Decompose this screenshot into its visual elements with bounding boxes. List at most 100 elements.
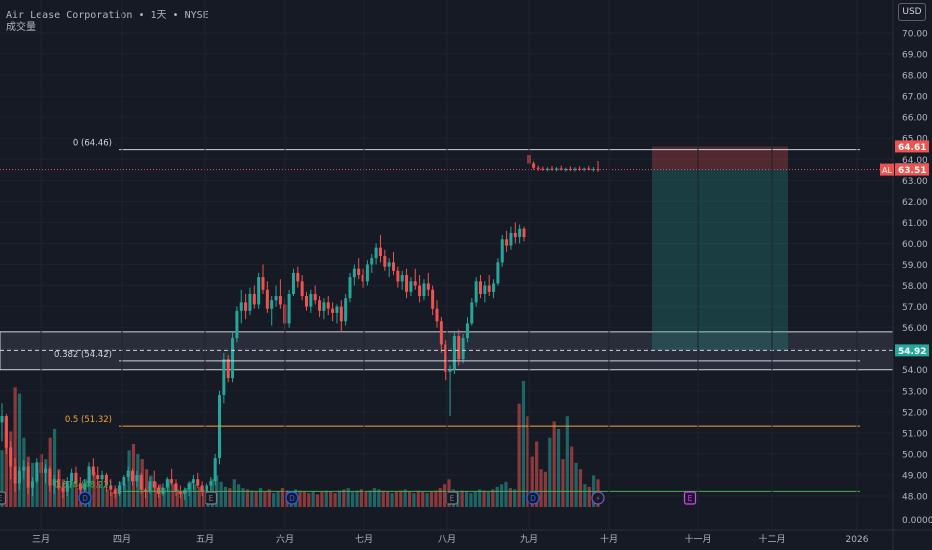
candle-body [518, 228, 522, 238]
candle-body [492, 283, 496, 292]
candle-body [370, 258, 374, 265]
event-marker-label: D [289, 494, 295, 503]
candle-body [30, 481, 34, 488]
candle-body [122, 477, 126, 486]
candle-body [235, 310, 239, 339]
volume-bar [425, 493, 429, 507]
volume-bar [548, 437, 552, 507]
candle-body [209, 481, 213, 486]
candle-body [396, 270, 400, 282]
volume-bar [311, 491, 315, 507]
candle-body [239, 302, 243, 311]
volume-bar [469, 493, 473, 507]
volume-bar [530, 456, 534, 507]
candle-body [178, 491, 182, 494]
candle-body [426, 283, 430, 290]
candle-body [387, 262, 391, 267]
candle-body [505, 239, 509, 246]
volume-bar [587, 486, 591, 507]
earnings-marker [683, 491, 697, 505]
volume-bar [443, 484, 447, 507]
candle-body [300, 281, 304, 297]
candle-body [200, 485, 204, 492]
candle-body [509, 232, 513, 246]
volume-bar [552, 421, 556, 507]
fib-level-label: 0 (64.46) [73, 139, 112, 149]
price-tick-label: 48.00 [902, 493, 928, 503]
candle-body [4, 416, 8, 448]
candle-body [270, 300, 274, 309]
candle-body [309, 293, 313, 307]
volume-bar [333, 493, 337, 507]
volume-bar [123, 484, 127, 507]
volume-bar [158, 484, 162, 507]
event-marker-label: ⚡ [595, 494, 600, 503]
candle-body [126, 470, 130, 478]
volume-bar [13, 387, 17, 507]
candle-body [374, 247, 378, 259]
event-marker-label: D [82, 494, 88, 503]
price-axis: 70.00 69.00 68.00 67.00 66.00 65.00 64.00 63.00… [892, 0, 932, 550]
candle-body [564, 168, 568, 170]
candle-body [439, 321, 443, 345]
time-axis-label: 五月 [196, 534, 214, 545]
volume-bar [223, 486, 228, 507]
volume-bar [464, 491, 469, 507]
volume-bar [263, 491, 267, 507]
price-tick-label: 64.00 [902, 156, 928, 166]
candle-body [331, 308, 335, 313]
volume-bar [486, 491, 491, 507]
price-tick-label: 66.00 [902, 114, 928, 124]
currency-button[interactable]: USD [898, 3, 926, 21]
candle-body [392, 262, 395, 271]
volume-bar [88, 469, 92, 507]
candle-body [17, 470, 21, 484]
candle-body [231, 338, 235, 379]
price-tick-label: 70.00 [902, 30, 928, 40]
time-axis-label: 四月 [113, 534, 131, 545]
current-price-label-bg [895, 344, 929, 357]
volume-bar [232, 479, 236, 507]
earnings-marker [0, 491, 7, 505]
candle-body [61, 487, 65, 492]
volume-bar [350, 491, 355, 507]
candle-body [444, 344, 448, 372]
time-axis-label: 十月 [600, 533, 618, 545]
candle-body [448, 369, 452, 372]
volume-bar [52, 428, 57, 507]
fib-level-label: 0.382 (54.42) [54, 350, 112, 360]
volume-bar [298, 490, 302, 507]
volume-bar [188, 481, 193, 507]
volume-bar [245, 489, 250, 507]
volume-bar [578, 469, 583, 507]
volume-bar [355, 490, 359, 507]
volume-bar [320, 491, 324, 507]
volume-bar [556, 428, 561, 507]
candle-body [413, 281, 417, 286]
candle-body [83, 483, 87, 490]
candle-body [222, 359, 226, 395]
price-tick-label: 69.00 [902, 51, 928, 61]
volume-bar [127, 450, 131, 507]
time-axis-label: 六月 [276, 533, 294, 545]
candle-body [248, 293, 252, 311]
candle-body [435, 308, 439, 322]
volume-bar [438, 488, 442, 507]
volume-bar [237, 484, 241, 507]
price-tick-label: 52.00 [902, 408, 928, 418]
candle-body [361, 275, 365, 282]
volume-bar [403, 489, 407, 507]
volume-bar [390, 493, 394, 507]
candle-body [35, 462, 39, 482]
volume-bar [434, 490, 438, 507]
volume-bar [381, 490, 385, 507]
volume-bar [570, 446, 574, 507]
candle-body [165, 479, 169, 488]
last-price-label-bg [895, 163, 929, 176]
volume-bar [543, 471, 548, 507]
event-marker-label: E [688, 494, 693, 503]
candle-body [22, 466, 26, 471]
